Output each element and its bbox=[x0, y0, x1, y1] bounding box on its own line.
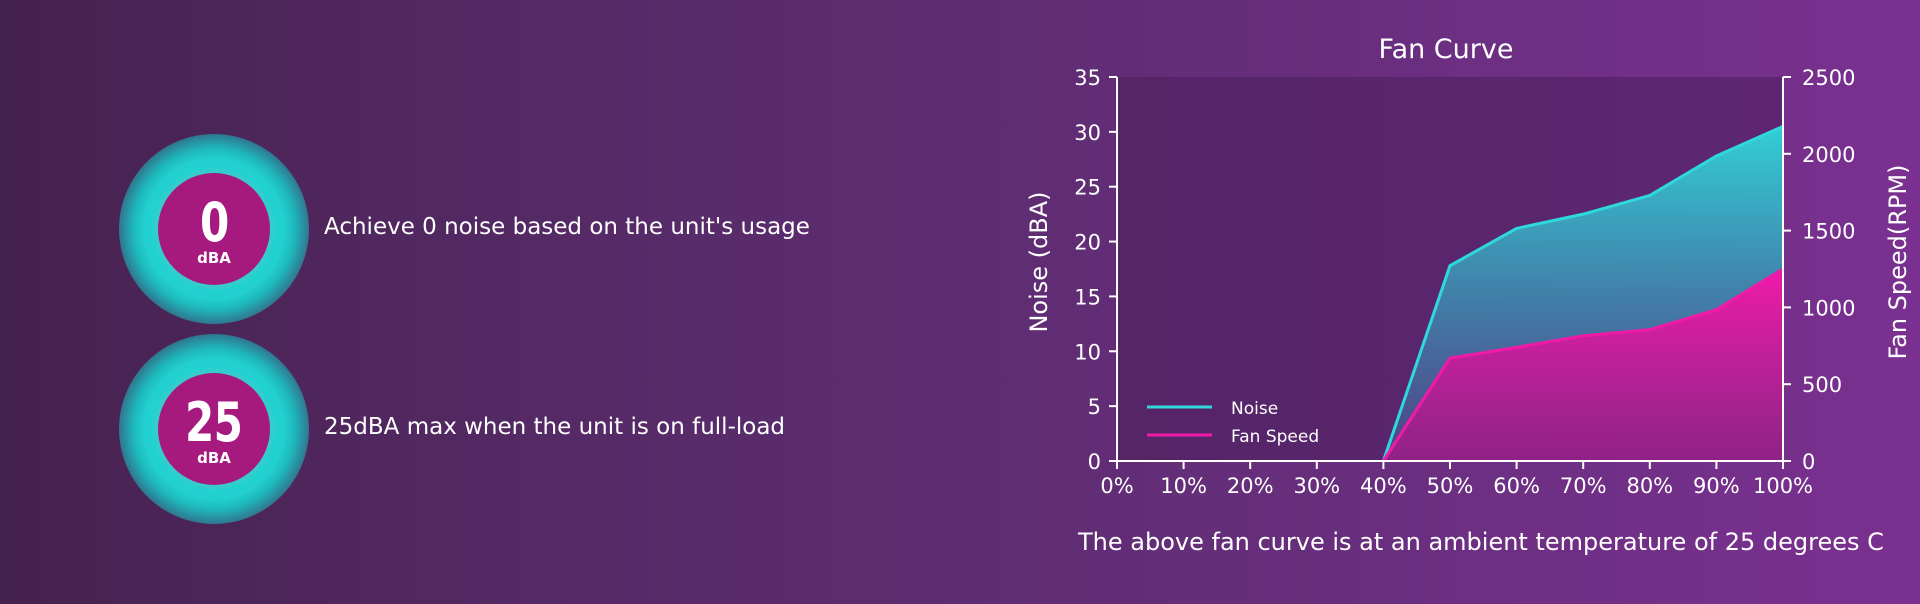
badge-unit: dBA bbox=[197, 449, 231, 467]
legend-fan-speed-label: Fan Speed bbox=[1231, 427, 1319, 447]
series-fan-speed-point bbox=[1516, 346, 1518, 348]
x-tick-label: 30% bbox=[1293, 474, 1340, 498]
series-noise-point bbox=[1516, 227, 1518, 229]
x-tick-label: 20% bbox=[1227, 474, 1274, 498]
y2-tick-label: 1000 bbox=[1802, 296, 1855, 320]
y2-tick-label: 500 bbox=[1802, 373, 1842, 397]
feature-text-max-load: 25dBA max when the unit is on full-load bbox=[324, 414, 786, 440]
x-tick-label: 70% bbox=[1560, 474, 1607, 498]
y-tick-label: 0 bbox=[1088, 450, 1101, 474]
y2-tick-label: 1500 bbox=[1802, 220, 1855, 244]
badge-core: 25 dBA bbox=[158, 373, 270, 485]
y2-tick-label: 0 bbox=[1802, 450, 1815, 474]
x-tick-label: 90% bbox=[1693, 474, 1740, 498]
y-tick-label: 5 bbox=[1088, 395, 1101, 419]
max-dba-badge: 25 dBA bbox=[119, 334, 309, 524]
x-tick-label: 100% bbox=[1753, 474, 1813, 498]
x-tick-label: 40% bbox=[1360, 474, 1407, 498]
series-fan-speed-point bbox=[1582, 335, 1584, 337]
y-tick-label: 25 bbox=[1074, 176, 1101, 200]
badge-number: 0 bbox=[199, 191, 229, 254]
series-noise-point bbox=[1449, 265, 1451, 267]
badge-number: 25 bbox=[185, 391, 243, 454]
series-fan-speed-point bbox=[1449, 357, 1451, 359]
legend-noise-label: Noise bbox=[1231, 399, 1278, 419]
zero-dba-badge: 0 dBA bbox=[119, 134, 309, 324]
feature-text-zero-noise: Achieve 0 noise based on the unit's usag… bbox=[324, 214, 810, 240]
y-axis-label: Noise (dBA) bbox=[1025, 191, 1053, 332]
y-tick-label: 35 bbox=[1074, 66, 1101, 90]
series-noise-point bbox=[1582, 213, 1584, 215]
badge-core: 0 dBA bbox=[158, 173, 270, 285]
y-tick-label: 30 bbox=[1074, 121, 1101, 145]
y-tick-label: 10 bbox=[1074, 340, 1101, 364]
legend: Noise Fan Speed bbox=[1147, 399, 1319, 447]
footnote: The above fan curve is at an ambient tem… bbox=[1078, 528, 1884, 556]
y2-tick-label: 2500 bbox=[1802, 66, 1855, 90]
series-fan-speed-area bbox=[1383, 269, 1783, 461]
series-noise-point bbox=[1649, 194, 1651, 196]
x-tick-label: 80% bbox=[1626, 474, 1673, 498]
y-tick-label: 20 bbox=[1074, 231, 1101, 255]
x-tick-label: 0% bbox=[1100, 474, 1133, 498]
chart-title: Fan Curve bbox=[1379, 34, 1514, 65]
badge-unit: dBA bbox=[197, 249, 231, 267]
x-tick-label: 10% bbox=[1160, 474, 1207, 498]
y2-axis-label: Fan Speed(RPM) bbox=[1884, 165, 1912, 360]
x-tick-label: 60% bbox=[1493, 474, 1540, 498]
x-tick-label: 50% bbox=[1427, 474, 1474, 498]
series-fan-speed-point bbox=[1715, 309, 1717, 311]
y-tick-label: 15 bbox=[1074, 285, 1101, 309]
series-noise-point bbox=[1715, 155, 1717, 157]
y2-tick-label: 2000 bbox=[1802, 143, 1855, 167]
series-fan-speed-point bbox=[1649, 329, 1651, 331]
